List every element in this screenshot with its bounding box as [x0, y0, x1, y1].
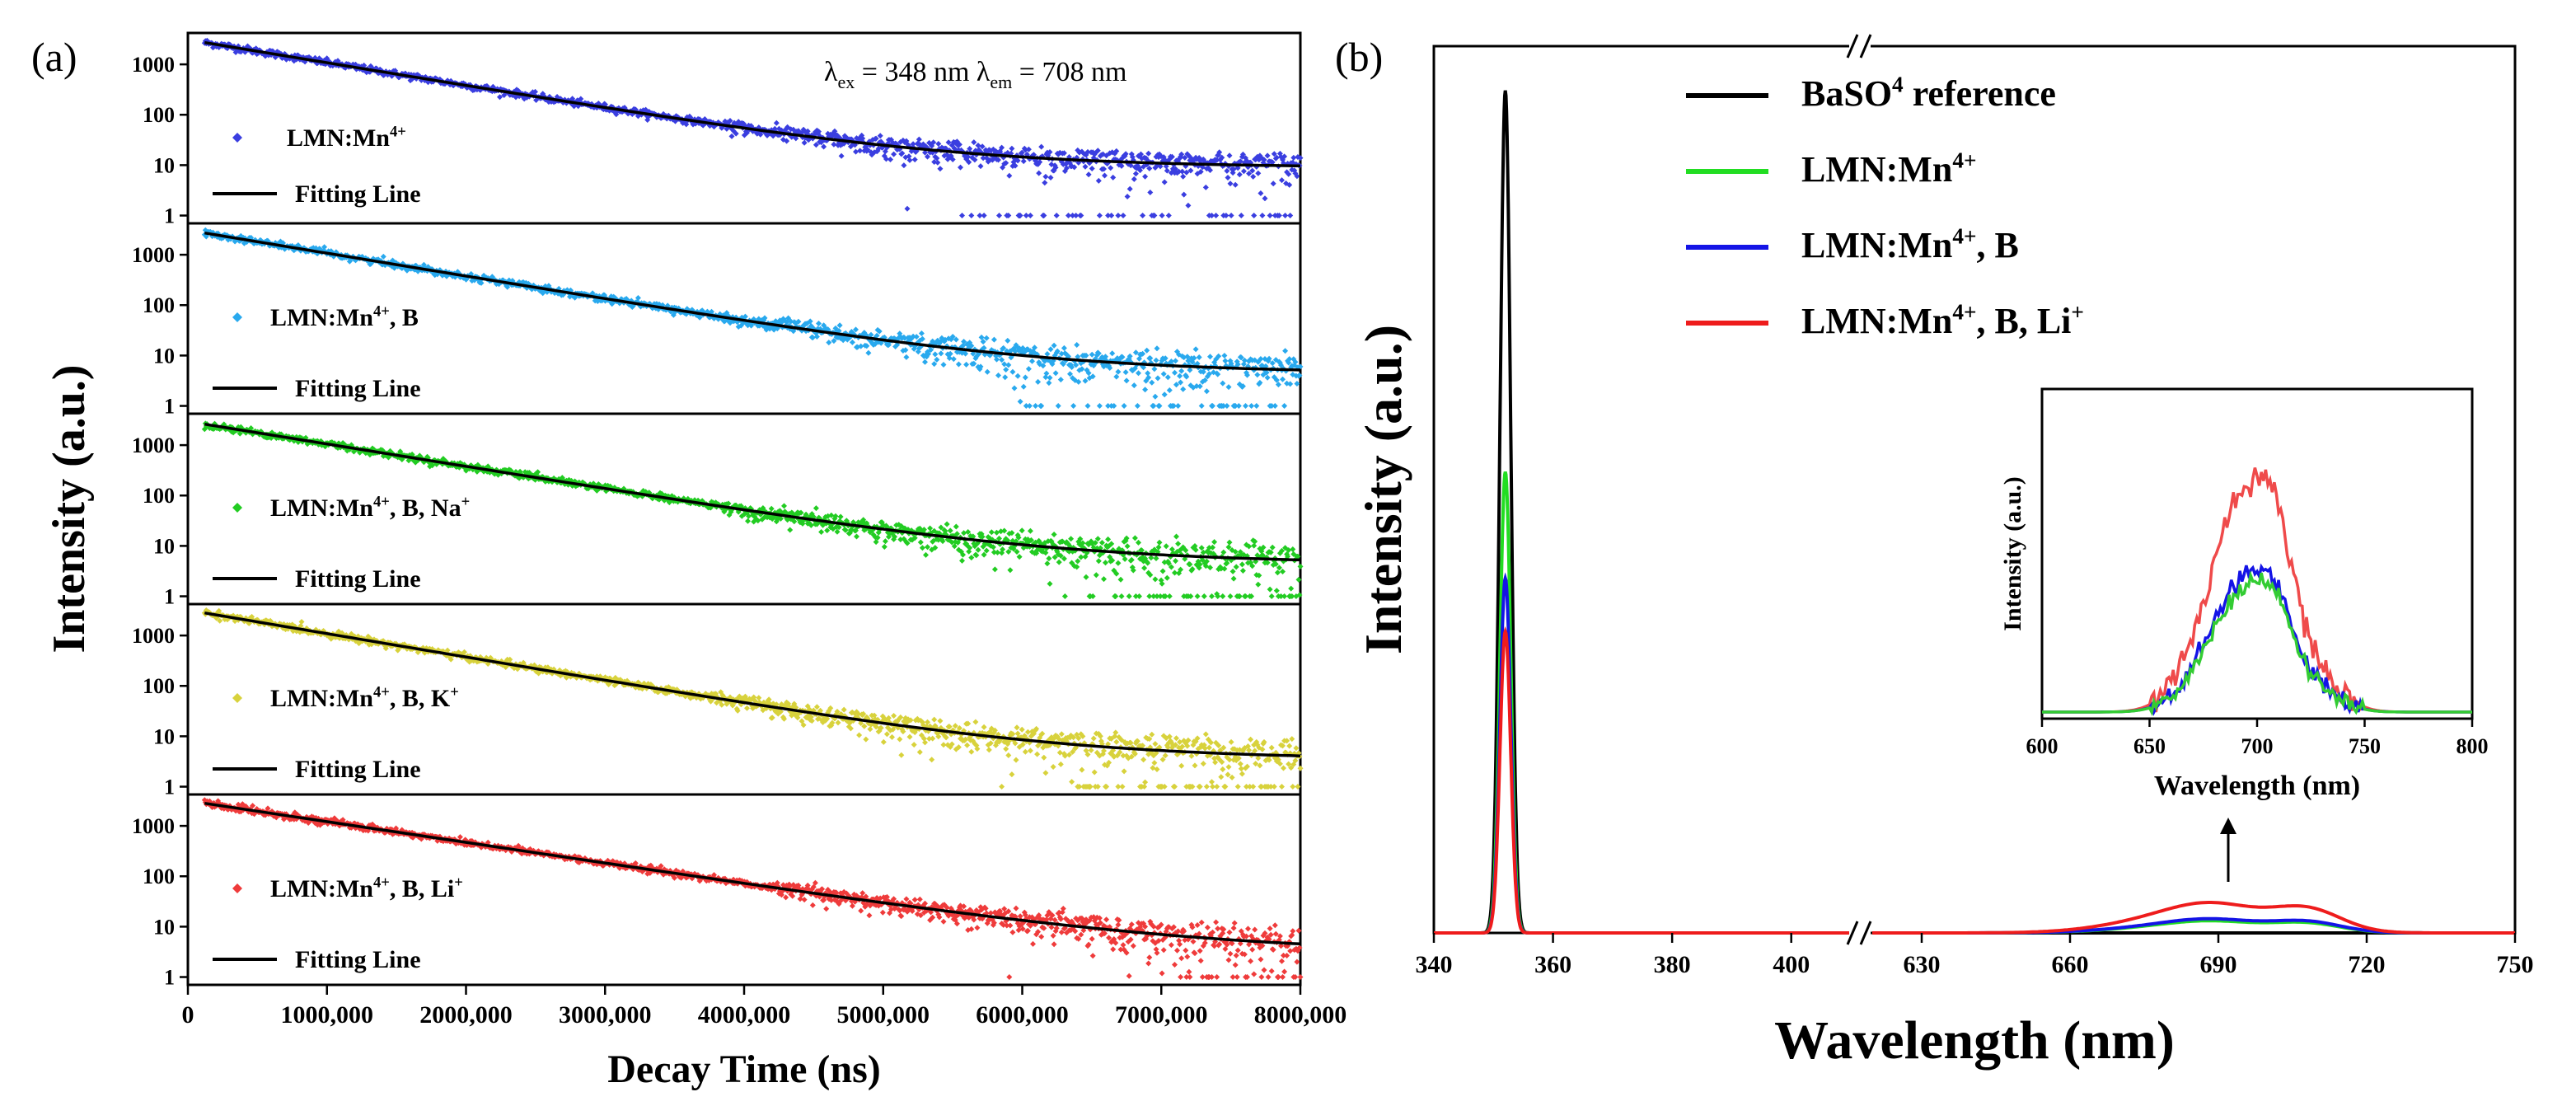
legend-label: LMN:Mn4+ — [287, 124, 406, 152]
inset-x-tick-label: 750 — [2349, 734, 2381, 758]
panel-b-emission-chart: 340 360 380 400 630 660 690 720 750 Wavelength (n… — [1354, 34, 2534, 1071]
axis-break-mark — [1859, 34, 1872, 59]
y-tick-label: 100 — [143, 674, 175, 698]
legend-label: LMN:Mn4+, B, K+ — [270, 684, 459, 712]
x-tick-label: 0 — [182, 1001, 194, 1029]
decay-subplot: 1 10 100 1000 LMN:Mn4+, B Fitting Line — [132, 222, 1304, 419]
legend-label: LMN:Mn4+ — [1801, 148, 1976, 190]
y-tick-label: 100 — [143, 865, 175, 888]
decay-data-points — [201, 607, 1304, 790]
y-axis-title: Intensity (a.u.) — [1354, 325, 1412, 654]
x-tick-label: 380 — [1654, 951, 1691, 978]
inset-frame — [2040, 387, 2474, 720]
axis-break-mark — [1846, 921, 1859, 945]
legend-marker — [232, 503, 242, 513]
excitation-emission-annotation: λex = 348 nm λem = 708 nm — [824, 57, 1126, 92]
decay-subplot: 1 10 100 1000 LMN:Mn4+, B, Li+ Fitting Line — [132, 793, 1304, 990]
x-tick-label: 660 — [2052, 951, 2089, 978]
decay-subplot: 1 10 100 1000 LMN:Mn4+ Fitting Line — [132, 31, 1304, 228]
inset-x-tick-label: 650 — [2133, 734, 2166, 758]
y-tick-label: 10 — [153, 153, 175, 177]
x-tick-label: 630 — [1904, 951, 1941, 978]
x-tick-label: 400 — [1773, 951, 1810, 978]
y-tick-label: 1000 — [132, 243, 175, 267]
legend-label: LMN:Mn4+, B, Li+ — [1801, 299, 2084, 341]
inset-x-tick-label: 600 — [2026, 734, 2058, 758]
legend-marker — [232, 312, 242, 322]
legend-fit-label: Fitting Line — [295, 946, 421, 973]
inset-x-axis-title: Wavelength (nm) — [2154, 771, 2360, 801]
x-tick-label: 360 — [1534, 951, 1571, 978]
x-tick-label: 4000,000 — [698, 1001, 791, 1029]
axis-break-mark — [1859, 921, 1872, 945]
emission-band-line — [1872, 901, 2515, 935]
legend-fit-label: Fitting Line — [295, 565, 421, 593]
legend-marker — [232, 883, 242, 893]
fitting-line — [204, 40, 1301, 168]
y-tick-label: 1 — [164, 585, 175, 609]
x-tick-label: 3000,000 — [559, 1001, 652, 1029]
legend-label: BaSO4 reference — [1801, 72, 2056, 114]
legend-fit-label: Fitting Line — [295, 180, 421, 208]
inset-x-tick-label: 800 — [2457, 734, 2489, 758]
fitting-line — [204, 801, 1301, 946]
x-tick-label: 5000,000 — [837, 1001, 930, 1029]
y-tick-label: 1 — [164, 395, 175, 419]
axis-break-mark — [1846, 34, 1859, 59]
x-tick-label: 8000,000 — [1254, 1001, 1347, 1029]
inset-y-axis-title: Intensity (a.u.) — [1999, 476, 2026, 631]
legend-fit-label: Fitting Line — [295, 375, 421, 402]
x-tick-label: 720 — [2349, 951, 2386, 978]
y-tick-label: 10 — [153, 534, 175, 558]
x-tick-label: 1000,000 — [281, 1001, 374, 1029]
fitting-line — [204, 611, 1301, 757]
legend-fit-label: Fitting Line — [295, 756, 421, 783]
excitation-peak-line — [1434, 626, 1851, 935]
emission-band-line — [1872, 919, 2515, 935]
y-tick-label: 100 — [143, 484, 175, 508]
y-tick-label: 10 — [153, 915, 175, 939]
y-tick-label: 1000 — [132, 53, 175, 77]
legend-label: LMN:Mn4+, B, Li+ — [270, 874, 463, 902]
y-tick-label: 10 — [153, 724, 175, 748]
panel-a-tag: (a) — [31, 34, 77, 80]
legend-marker — [232, 133, 242, 143]
legend-marker — [232, 693, 242, 703]
x-axis-title: Decay Time (ns) — [607, 1047, 881, 1091]
y-tick-label: 1 — [164, 204, 175, 228]
decay-data-points — [201, 227, 1304, 409]
decay-subplot: 1 10 100 1000 LMN:Mn4+, B, K+ Fitting Line — [132, 602, 1304, 799]
y-axis-title: Intensity (a.u.) — [44, 364, 95, 653]
panel-b-tag: (b) — [1335, 34, 1383, 80]
x-tick-label: 7000,000 — [1115, 1001, 1208, 1029]
x-tick-label: 6000,000 — [976, 1001, 1069, 1029]
decay-subplot: 1 10 100 1000 LMN:Mn4+, B, Na+ Fitting Line — [132, 412, 1304, 609]
x-tick-label: 690 — [2200, 951, 2237, 978]
fitting-line — [204, 422, 1301, 562]
x-tick-label: 2000,000 — [419, 1001, 513, 1029]
y-tick-label: 100 — [143, 293, 175, 317]
y-tick-label: 1000 — [132, 433, 175, 457]
x-axis-title: Wavelength (nm) — [1774, 1010, 2175, 1071]
emission-band-line — [1872, 916, 2515, 935]
legend-label: LMN:Mn4+, B, Na+ — [270, 494, 470, 522]
inset-series-line — [2042, 569, 2472, 717]
y-tick-label: 100 — [143, 103, 175, 127]
y-tick-label: 1000 — [132, 624, 175, 648]
y-tick-label: 10 — [153, 344, 175, 368]
y-tick-label: 1 — [164, 966, 175, 990]
x-tick-label: 750 — [2497, 951, 2534, 978]
inset-x-tick-label: 700 — [2241, 734, 2274, 758]
inset-arrow-head — [2220, 818, 2236, 834]
y-tick-label: 1 — [164, 776, 175, 799]
legend-label: LMN:Mn4+, B — [1801, 223, 2019, 265]
x-tick-label: 340 — [1416, 951, 1453, 978]
y-tick-label: 1000 — [132, 814, 175, 838]
fitting-line — [204, 231, 1301, 372]
legend-label: LMN:Mn4+, B — [270, 303, 419, 331]
